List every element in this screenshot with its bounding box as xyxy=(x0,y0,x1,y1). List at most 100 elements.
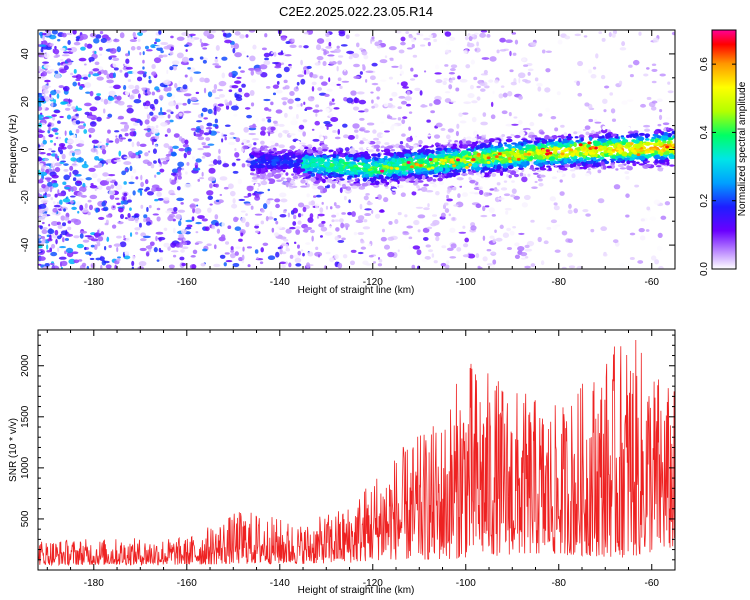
heatmap-cell xyxy=(464,237,469,243)
heatmap-cell xyxy=(215,56,218,59)
heatmap-cell xyxy=(291,38,295,43)
heatmap-cell xyxy=(202,145,211,149)
heatmap-cell xyxy=(54,73,61,79)
heatmap-cell xyxy=(611,118,617,122)
heatmap-cell xyxy=(189,203,197,209)
heatmap-cell xyxy=(478,186,483,190)
heatmap-cell xyxy=(38,148,41,155)
heatmap-cell xyxy=(40,47,44,53)
heatmap-cell xyxy=(368,254,374,258)
heatmap-cell xyxy=(371,36,375,40)
heatmap-cell xyxy=(609,92,614,96)
heatmap-cell xyxy=(446,41,451,46)
heatmap-cell xyxy=(231,84,239,89)
heatmap-cell xyxy=(265,162,269,166)
heatmap-cell xyxy=(38,31,44,36)
heatmap-cell xyxy=(289,133,296,136)
heatmap-cell xyxy=(384,142,390,146)
heatmap-cell xyxy=(638,155,646,161)
heatmap-cell xyxy=(335,204,341,209)
heatmap-cell xyxy=(563,163,571,168)
heatmap-cell xyxy=(567,209,573,215)
heatmap-cell xyxy=(80,194,87,198)
heatmap-cell xyxy=(634,184,640,188)
heatmap-cell xyxy=(411,264,416,269)
heatmap-cell xyxy=(341,152,345,158)
heatmap-cell xyxy=(250,160,257,166)
heatmap-cell xyxy=(94,232,100,239)
heatmap-cell xyxy=(209,30,217,34)
heatmap-cell xyxy=(427,151,431,154)
heatmap-cell xyxy=(119,32,125,39)
heatmap-cell xyxy=(479,148,485,151)
heatmap-cell xyxy=(54,45,57,50)
heatmap-cell xyxy=(288,63,292,67)
heatmap-cell xyxy=(53,48,60,55)
heatmap-cell xyxy=(142,66,145,70)
heatmap-cell xyxy=(178,171,182,177)
heatmap-cell xyxy=(49,43,54,47)
heatmap-cell xyxy=(75,120,81,125)
heatmap-cell xyxy=(317,87,322,91)
heatmap-cell xyxy=(489,188,495,191)
heatmap-cell xyxy=(421,133,426,136)
heatmap-cell xyxy=(44,177,52,181)
heatmap-cell xyxy=(409,78,416,81)
heatmap-cell xyxy=(564,35,571,40)
heatmap-cell xyxy=(448,155,453,159)
heatmap-cell xyxy=(435,122,443,128)
heatmap-cell xyxy=(211,224,216,230)
heatmap-cell xyxy=(666,160,670,166)
heatmap-cell xyxy=(354,129,359,133)
heatmap-cell xyxy=(201,218,208,222)
heatmap-cell xyxy=(116,46,121,53)
heatmap-cell xyxy=(317,147,323,152)
heatmap-cell xyxy=(348,154,353,158)
heatmap-cell xyxy=(357,231,364,236)
heatmap-cell xyxy=(600,226,608,232)
heatmap-cell xyxy=(201,142,206,146)
heatmap-cell xyxy=(668,154,674,158)
heatmap-cell xyxy=(471,158,476,162)
heatmap-cell xyxy=(213,83,218,90)
heatmap-cell xyxy=(548,167,552,171)
heatmap-cell xyxy=(155,125,159,129)
heatmap-cell xyxy=(228,89,233,93)
heatmap-cell xyxy=(130,218,133,221)
heatmap-cell xyxy=(446,173,450,178)
heatmap-cell xyxy=(245,221,250,228)
heatmap-cell xyxy=(94,101,99,105)
heatmap-cell xyxy=(195,221,202,225)
heatmap-cell xyxy=(646,96,652,101)
heatmap-cell xyxy=(199,125,204,129)
heatmap-cell xyxy=(661,135,669,141)
heatmap-cell xyxy=(488,79,494,83)
heatmap-cell xyxy=(117,266,121,269)
heatmap-cell xyxy=(502,154,507,158)
heatmap-cell xyxy=(116,202,121,206)
heatmap-cell xyxy=(371,188,377,193)
heatmap-cell xyxy=(288,65,292,69)
heatmap-cell xyxy=(107,204,112,208)
heatmap-cell xyxy=(46,152,52,156)
heatmap-cell xyxy=(578,157,584,161)
heatmap-cell xyxy=(129,128,136,131)
heatmap-cell xyxy=(340,222,345,229)
heatmap-cell xyxy=(75,128,80,134)
heatmap-cell xyxy=(282,129,290,134)
heatmap-cell xyxy=(531,134,538,138)
heatmap-cell xyxy=(413,219,420,226)
heatmap-cell xyxy=(415,175,420,179)
heatmap-cell xyxy=(88,127,96,134)
heatmap-cell xyxy=(169,51,174,56)
heatmap-cell xyxy=(395,167,400,171)
heatmap-cell xyxy=(199,177,205,180)
heatmap-cell xyxy=(457,193,461,198)
heatmap-cell xyxy=(297,250,302,256)
heatmap-cell xyxy=(359,117,365,121)
heatmap-cell xyxy=(47,181,53,187)
heatmap-cell xyxy=(106,79,114,84)
heatmap-cell xyxy=(654,158,659,164)
heatmap-cell xyxy=(88,134,92,138)
heatmap-cell xyxy=(191,156,195,160)
